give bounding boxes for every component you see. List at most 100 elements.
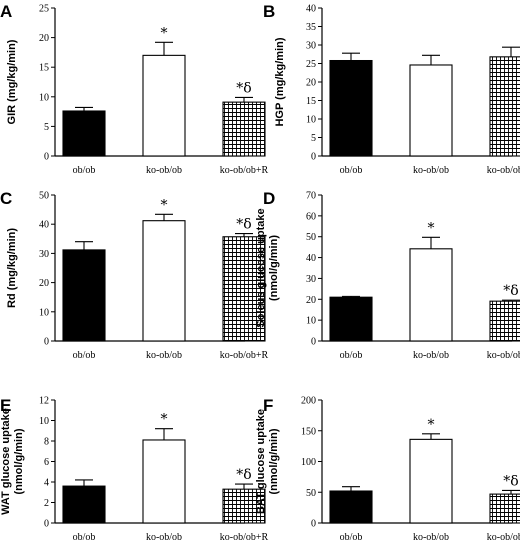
y-tick-label: 10: [39, 307, 49, 318]
bar-ob-ob: [62, 110, 106, 157]
significance-marker: *: [161, 25, 168, 41]
x-tick-label: ob/ob: [73, 532, 96, 543]
x-tick-label: ko-ob/ob+R: [487, 350, 520, 361]
x-tick-label: ko-ob/ob: [146, 532, 182, 543]
bar-ko-ob-ob: [142, 54, 186, 157]
bar-ko-ob-ob-r: [222, 488, 266, 524]
x-tick-label: ko-ob/ob: [413, 350, 449, 361]
x-tick-label: ko-ob/ob: [413, 532, 449, 543]
bar-ko-ob-ob: [409, 248, 453, 342]
x-tick-label: ko-ob/ob+R: [220, 350, 269, 361]
bar-ko-ob-ob-r: [489, 300, 520, 342]
y-tick-label: 2: [44, 498, 49, 509]
y-tick-label: 40: [306, 253, 316, 264]
x-tick-label: ob/ob: [73, 350, 96, 361]
y-tick-label: 10: [39, 416, 49, 427]
y-tick-label: 0: [44, 152, 49, 163]
y-tick-label: 60: [306, 211, 316, 222]
y-tick-label: 35: [306, 22, 316, 33]
y-tick-label: 25: [306, 59, 316, 70]
bar-ob-ob: [62, 485, 106, 524]
bar-ob-ob: [62, 249, 106, 342]
x-tick-label: ob/ob: [340, 350, 363, 361]
y-tick-label: 40: [39, 220, 49, 231]
x-tick-label: ko-ob/ob+R: [487, 532, 520, 543]
y-tick-label: 20: [306, 78, 316, 89]
y-tick-label: 20: [39, 278, 49, 289]
x-tick-label: ko-ob/ob+R: [220, 165, 269, 176]
panel-letter: E: [0, 396, 11, 415]
y-tick-label: 200: [301, 396, 316, 407]
y-axis-label: Rd (mg/kg/min): [6, 228, 18, 308]
significance-marker: *: [161, 412, 168, 428]
y-tick-label: 15: [39, 63, 49, 74]
y-tick-label: 10: [306, 316, 316, 327]
y-tick-label: 6: [44, 457, 49, 468]
chart-panel-c: C 0 10 20 30 40 50 Rd (mg/kg/min) ob/ob * ko-ob/ob…: [0, 189, 269, 361]
chart-panel-f: F 0 50 100 150 200 BAT glucose uptake(nmol/g/m…: [255, 396, 520, 543]
x-tick-label: ko-ob/ob+R: [487, 165, 520, 176]
bar-ko-ob-ob: [409, 438, 453, 524]
chart-panel-a: A 0 5 10 15 20 25 GIR (mg/kg/min) ob/ob * ko-ob/ob…: [0, 2, 269, 176]
panel-letter: D: [263, 189, 275, 208]
y-tick-label: 5: [44, 122, 49, 133]
y-tick-label: 0: [311, 337, 316, 348]
y-axis-label: Soleus glucose uptake(nmol/g/min): [255, 208, 280, 327]
y-tick-label: 100: [301, 457, 316, 468]
bar-ko-ob-ob-r: [489, 56, 520, 157]
significance-marker: *δ: [236, 80, 251, 96]
chart-panel-b: B 0 5 10 15 20 25 30 35 40 HGP (mg/kg/min) ob/ob ko-…: [263, 2, 520, 176]
x-tick-label: ko-ob/ob: [146, 165, 182, 176]
panel-letter: F: [263, 396, 273, 415]
y-tick-label: 50: [306, 488, 316, 499]
x-tick-label: ko-ob/ob: [413, 165, 449, 176]
y-tick-label: 25: [39, 4, 49, 15]
y-tick-label: 0: [311, 519, 316, 530]
significance-marker: *δ: [236, 217, 251, 233]
x-tick-label: ob/ob: [340, 165, 363, 176]
y-axis-label: WAT glucose uptake(nmol/g/min): [0, 408, 25, 515]
y-tick-label: 12: [39, 396, 49, 407]
panel-letter: C: [0, 189, 12, 208]
bar-ko-ob-ob-r: [222, 101, 266, 157]
significance-marker: *: [428, 417, 435, 433]
y-axis-label: HGP (mg/kg/min): [274, 37, 286, 126]
y-axis-label: GIR (mg/kg/min): [6, 39, 18, 124]
bar-ko-ob-ob: [142, 439, 186, 524]
bar-ob-ob: [329, 296, 373, 342]
y-tick-label: 0: [44, 337, 49, 348]
chart-panel-d: D 0 10 20 30 40 50 60 70 Soleus glucose uptake(nm…: [255, 189, 520, 361]
y-tick-label: 150: [301, 426, 316, 437]
panel-letter: A: [0, 2, 12, 21]
significance-marker: *: [428, 220, 435, 236]
y-axis-label: BAT glucose uptake(nmol/g/min): [255, 409, 280, 514]
y-tick-label: 40: [306, 4, 316, 15]
y-tick-label: 30: [306, 41, 316, 52]
panel-letter: B: [263, 2, 275, 21]
y-tick-label: 10: [39, 92, 49, 103]
y-tick-label: 20: [306, 295, 316, 306]
y-tick-label: 5: [311, 133, 316, 144]
bar-ob-ob: [329, 490, 373, 524]
y-tick-label: 0: [311, 152, 316, 163]
bar-ko-ob-ob-r: [489, 493, 520, 524]
x-tick-label: ob/ob: [73, 165, 96, 176]
y-tick-label: 50: [39, 191, 49, 202]
significance-marker: *: [161, 197, 168, 213]
y-tick-label: 30: [39, 249, 49, 260]
y-tick-label: 10: [306, 115, 316, 126]
y-tick-label: 4: [44, 478, 49, 489]
y-tick-label: 20: [39, 33, 49, 44]
significance-marker: *δ: [503, 473, 518, 489]
y-tick-label: 30: [306, 274, 316, 285]
bar-ob-ob: [329, 59, 373, 157]
x-tick-label: ko-ob/ob: [146, 350, 182, 361]
y-tick-label: 70: [306, 191, 316, 202]
chart-panel-e: E 0 2 4 6 8 10 12 WAT glucose uptake(nmol/g/min)…: [0, 396, 269, 544]
x-tick-label: ko-ob/ob+R: [220, 532, 269, 543]
x-tick-label: ob/ob: [340, 532, 363, 543]
y-tick-label: 15: [306, 96, 316, 107]
significance-marker: *δ: [236, 467, 251, 483]
bar-ko-ob-ob: [409, 64, 453, 157]
